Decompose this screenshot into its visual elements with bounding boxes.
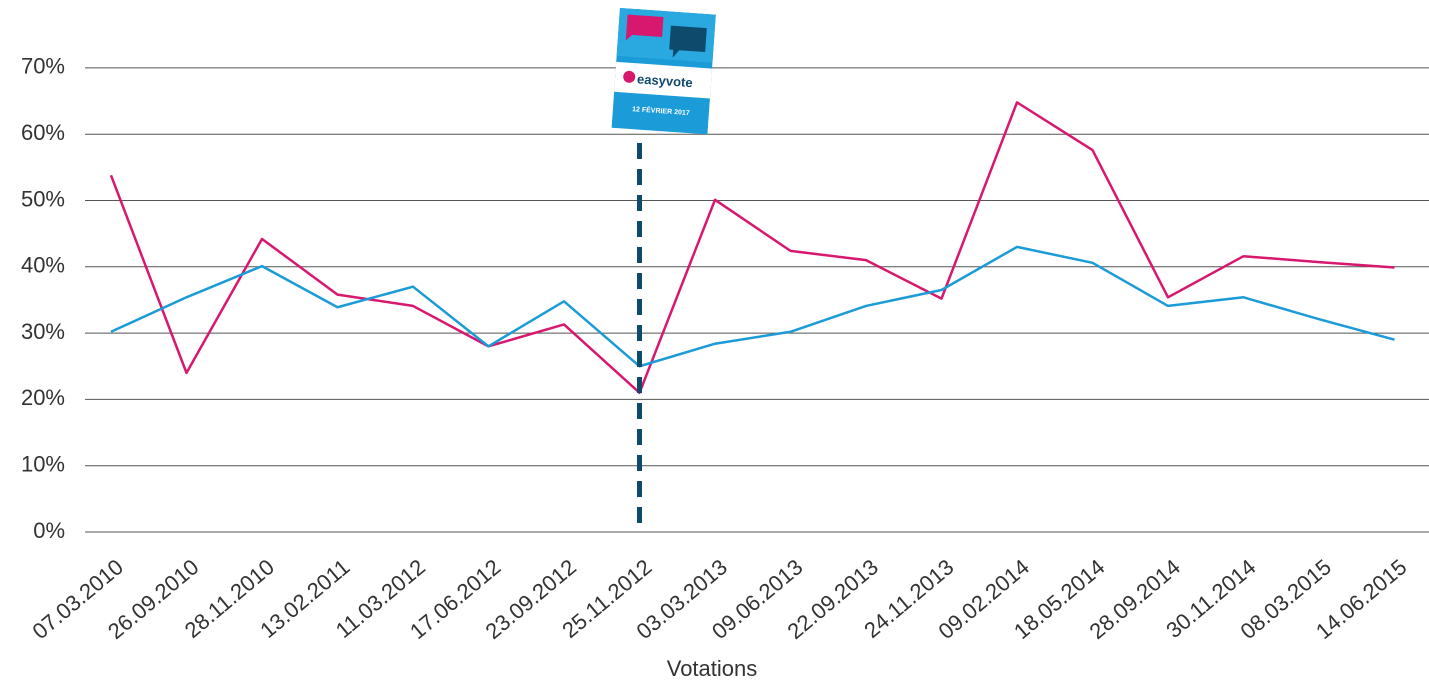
page: {"chart_data": {"type": "line", "x_label… [0,0,1429,694]
y-tick-label: 60% [21,120,65,145]
y-tick-label: 50% [21,186,65,211]
y-tick-label: 20% [21,385,65,410]
y-tick-label: 40% [21,253,65,278]
y-tick-label: 30% [21,319,65,344]
flyer-image: easyvote 12 FÉVRIER 2017 [612,8,716,134]
line-series [111,247,1395,366]
x-axis-label: Votations [667,656,758,681]
chart: 0%10%20%30%40%50%60%70%07.03.201026.09.2… [0,0,1429,689]
y-tick-label: 10% [21,452,65,477]
line-series [111,102,1395,392]
y-tick-label: 70% [21,54,65,79]
y-tick-label: 0% [33,518,65,543]
